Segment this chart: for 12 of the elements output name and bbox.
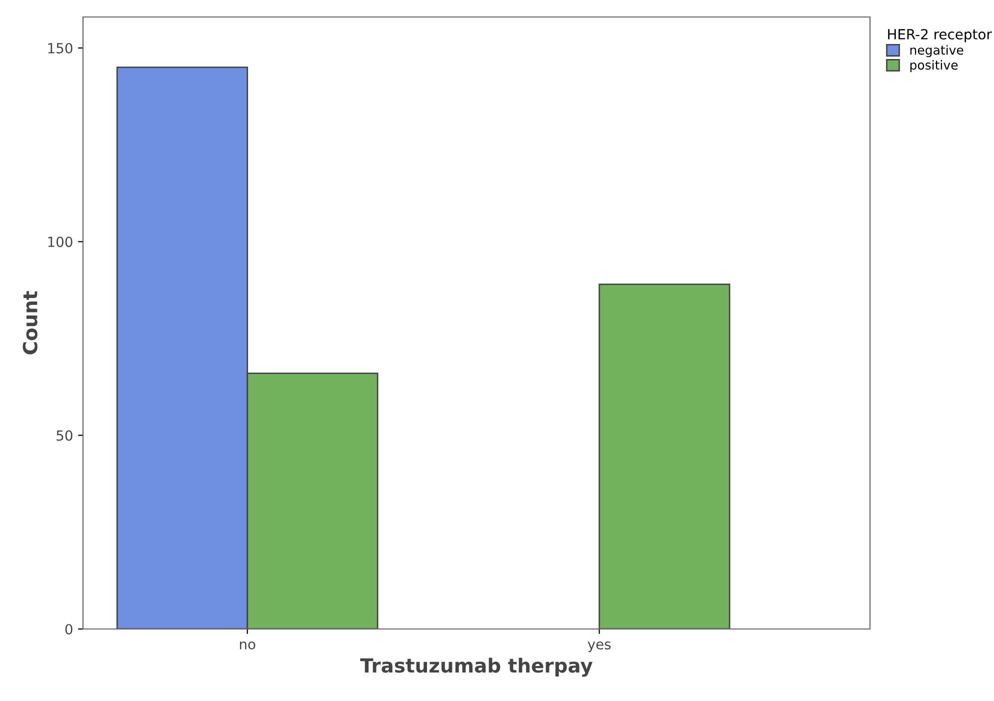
legend-label: negative: [910, 45, 964, 58]
y-tick-label: 50: [56, 430, 72, 441]
legend-label: positive: [910, 60, 958, 72]
x-tick-label: no: [240, 642, 256, 650]
y-tick-label: 0: [65, 624, 72, 634]
x-axis-title: Trastuzumab therpay: [360, 658, 593, 677]
bar: [598, 284, 730, 629]
x-tick-label: yes: [588, 642, 611, 652]
y-axis-title: Count: [22, 291, 38, 354]
y-tick-label: 100: [48, 236, 72, 248]
y-tick-label: 150: [48, 42, 72, 54]
legend-title: HER-2 receptor: [888, 28, 992, 42]
